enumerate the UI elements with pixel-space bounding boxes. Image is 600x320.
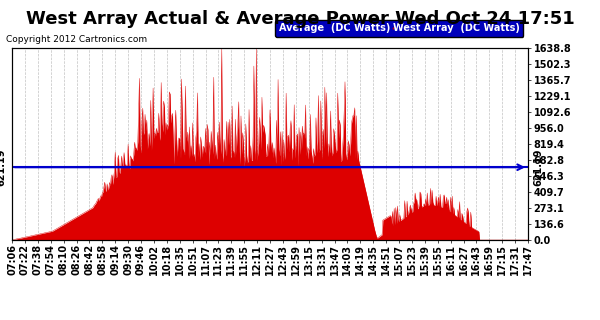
- Text: 621.19: 621.19: [533, 148, 543, 186]
- Text: Copyright 2012 Cartronics.com: Copyright 2012 Cartronics.com: [6, 35, 147, 44]
- Text: 621.19: 621.19: [0, 148, 7, 186]
- Text: West Array Actual & Average Power Wed Oct 24 17:51: West Array Actual & Average Power Wed Oc…: [26, 10, 574, 28]
- Legend: Average  (DC Watts), West Array  (DC Watts): Average (DC Watts), West Array (DC Watts…: [275, 20, 523, 37]
